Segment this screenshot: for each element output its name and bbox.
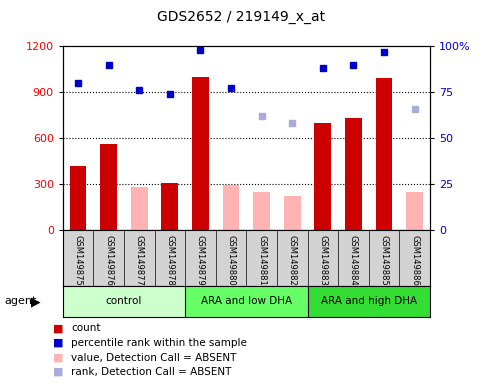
Text: GSM149880: GSM149880 <box>227 235 236 286</box>
Bar <box>131 187 148 230</box>
Text: ▶: ▶ <box>31 295 41 308</box>
Text: GSM149886: GSM149886 <box>410 235 419 286</box>
Text: ■: ■ <box>53 338 64 348</box>
Bar <box>284 196 300 230</box>
Bar <box>185 286 308 317</box>
Bar <box>308 286 430 317</box>
Bar <box>314 123 331 230</box>
Text: GDS2652 / 219149_x_at: GDS2652 / 219149_x_at <box>157 10 326 23</box>
Text: ARA and high DHA: ARA and high DHA <box>321 296 417 306</box>
Bar <box>223 185 240 230</box>
Text: GSM149879: GSM149879 <box>196 235 205 286</box>
Bar <box>253 192 270 230</box>
Text: control: control <box>106 296 142 306</box>
Text: GSM149883: GSM149883 <box>318 235 327 286</box>
Text: ■: ■ <box>53 367 64 377</box>
Text: GSM149877: GSM149877 <box>135 235 144 286</box>
Text: rank, Detection Call = ABSENT: rank, Detection Call = ABSENT <box>71 367 232 377</box>
Bar <box>376 78 392 230</box>
Bar <box>161 183 178 230</box>
Bar <box>406 192 423 230</box>
Text: percentile rank within the sample: percentile rank within the sample <box>71 338 247 348</box>
Text: GSM149878: GSM149878 <box>165 235 174 286</box>
Text: agent: agent <box>5 296 37 306</box>
Bar <box>345 118 362 230</box>
Text: GSM149885: GSM149885 <box>380 235 388 286</box>
Text: GSM149884: GSM149884 <box>349 235 358 286</box>
Text: ■: ■ <box>53 353 64 362</box>
Text: GSM149875: GSM149875 <box>73 235 83 286</box>
Bar <box>70 166 86 230</box>
Text: value, Detection Call = ABSENT: value, Detection Call = ABSENT <box>71 353 237 362</box>
Text: GSM149882: GSM149882 <box>288 235 297 286</box>
Text: GSM149881: GSM149881 <box>257 235 266 286</box>
Text: GSM149876: GSM149876 <box>104 235 113 286</box>
Bar <box>63 286 185 317</box>
Bar <box>192 77 209 230</box>
Text: ■: ■ <box>53 323 64 333</box>
Text: ARA and low DHA: ARA and low DHA <box>201 296 292 306</box>
Text: count: count <box>71 323 101 333</box>
Bar <box>100 144 117 230</box>
